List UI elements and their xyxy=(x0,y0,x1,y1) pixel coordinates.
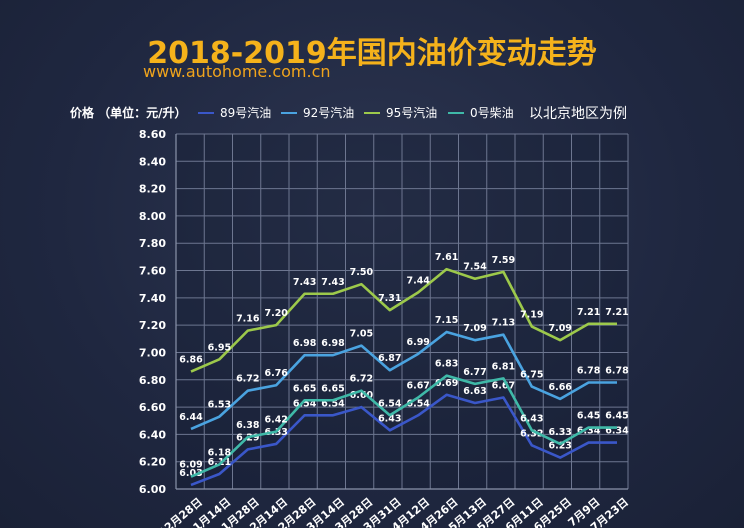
series-line-diesel xyxy=(190,374,617,478)
data-label-92: 6.98 xyxy=(321,338,345,349)
legend-item-95: 95号汽油 xyxy=(364,104,437,121)
data-label-95: 7.54 xyxy=(463,262,487,273)
y-tick-label: 6.60 xyxy=(139,401,166,414)
legend-swatch-89 xyxy=(198,111,214,114)
data-label-92: 7.15 xyxy=(435,315,458,326)
data-label-89: 6.54 xyxy=(321,398,345,409)
data-label-95: 7.16 xyxy=(236,314,260,325)
y-tick-label: 6.80 xyxy=(139,374,166,387)
data-label-89: 6.32 xyxy=(520,428,543,439)
data-label-95: 6.95 xyxy=(208,342,231,353)
data-label-92: 6.78 xyxy=(605,366,629,377)
data-label-95: 7.21 xyxy=(577,307,600,318)
data-label-diesel: 6.81 xyxy=(492,361,515,372)
data-label-89: 6.54 xyxy=(406,398,430,409)
data-label-89: 6.11 xyxy=(208,457,231,468)
y-tick-label: 8.00 xyxy=(139,210,166,223)
data-label-95: 7.19 xyxy=(520,310,543,321)
data-label-89: 6.67 xyxy=(492,381,515,392)
data-label-diesel: 6.09 xyxy=(179,460,202,471)
data-label-diesel: 6.77 xyxy=(463,367,486,378)
data-label-92: 6.66 xyxy=(548,382,572,393)
data-label-92: 6.98 xyxy=(293,338,317,349)
series-line-95 xyxy=(190,267,617,373)
data-label-95: 7.31 xyxy=(378,293,401,304)
y-tick-label: 7.20 xyxy=(139,319,166,332)
legend-label-diesel: 0号柴油 xyxy=(470,106,514,120)
legend-label-89: 89号汽油 xyxy=(220,106,272,120)
chart-title: 2018-2019年国内油价变动走势 xyxy=(147,36,597,71)
legend-item-92: 92号汽油 xyxy=(281,104,354,121)
legend-item-diesel: 0号柴油 xyxy=(448,104,514,121)
data-label-92: 7.13 xyxy=(492,318,515,329)
data-label-diesel: 6.65 xyxy=(321,383,344,394)
data-label-89: 6.60 xyxy=(350,390,374,401)
y-tick-label: 6.00 xyxy=(139,483,166,496)
legend-label-95: 95号汽油 xyxy=(386,106,438,120)
data-label-95: 7.59 xyxy=(492,255,515,266)
data-label-diesel: 6.54 xyxy=(378,398,402,409)
y-tick-label: 7.80 xyxy=(139,237,166,250)
region-note: 以北京地区为例 xyxy=(529,106,627,122)
y-tick-label: 8.40 xyxy=(139,155,166,168)
legend-swatch-diesel xyxy=(448,111,464,114)
y-tick-label: 8.60 xyxy=(139,128,166,141)
data-label-95: 7.20 xyxy=(264,308,288,319)
data-label-89: 6.43 xyxy=(378,413,401,424)
data-label-89: 6.34 xyxy=(577,426,601,437)
data-label-92: 6.78 xyxy=(577,366,601,377)
data-label-diesel: 6.72 xyxy=(350,374,373,385)
data-label-89: 6.69 xyxy=(435,378,458,389)
legend-label-92: 92号汽油 xyxy=(303,106,355,120)
data-label-92: 7.09 xyxy=(463,323,486,334)
data-label-diesel: 6.33 xyxy=(548,427,571,438)
y-tick-label: 7.40 xyxy=(139,292,166,305)
data-label-diesel: 6.65 xyxy=(293,383,316,394)
data-label-92: 6.76 xyxy=(264,368,288,379)
y-tick-label: 6.40 xyxy=(139,428,166,441)
data-label-89: 6.34 xyxy=(605,426,629,437)
data-label-95: 7.21 xyxy=(605,307,628,318)
y-tick-label: 8.20 xyxy=(139,183,166,196)
data-label-89: 6.03 xyxy=(179,468,202,479)
data-label-89: 6.63 xyxy=(463,386,486,397)
data-label-95: 7.50 xyxy=(350,267,374,278)
data-label-92: 6.44 xyxy=(179,412,203,423)
y-axis-label: 价格 （单位：元/升） xyxy=(70,106,187,120)
data-label-89: 6.23 xyxy=(548,441,571,452)
data-label-95: 7.44 xyxy=(406,275,430,286)
data-label-92: 6.53 xyxy=(208,400,231,411)
data-label-diesel: 6.38 xyxy=(236,420,260,431)
data-label-diesel: 6.18 xyxy=(208,447,232,458)
data-label-diesel: 6.45 xyxy=(577,411,600,422)
series-line-92 xyxy=(190,330,617,431)
data-label-89: 6.54 xyxy=(293,398,317,409)
source-url: www.autohome.com.cn xyxy=(143,62,331,81)
data-label-92: 6.75 xyxy=(520,370,543,381)
legend-swatch-92 xyxy=(281,111,297,114)
data-label-diesel: 6.83 xyxy=(435,359,458,370)
data-label-95: 7.61 xyxy=(435,252,458,263)
data-label-92: 6.99 xyxy=(406,337,429,348)
series-line-89 xyxy=(190,393,617,487)
y-tick-label: 7.00 xyxy=(139,346,166,359)
data-label-diesel: 6.45 xyxy=(605,411,628,422)
y-tick-label: 7.60 xyxy=(139,265,166,278)
legend-item-89: 89号汽油 xyxy=(198,104,271,121)
data-label-diesel: 6.43 xyxy=(520,413,543,424)
legend-swatch-95 xyxy=(364,111,380,114)
y-tick-label: 6.20 xyxy=(139,456,166,469)
data-label-92: 6.87 xyxy=(378,353,401,364)
data-label-92: 7.05 xyxy=(350,329,373,340)
data-label-95: 6.86 xyxy=(179,355,203,366)
data-label-95: 7.09 xyxy=(548,323,571,334)
data-label-diesel: 6.67 xyxy=(406,381,429,392)
data-label-95: 7.43 xyxy=(321,277,344,288)
data-label-92: 6.72 xyxy=(236,374,259,385)
data-label-95: 7.43 xyxy=(293,277,316,288)
data-label-diesel: 6.42 xyxy=(264,415,287,426)
